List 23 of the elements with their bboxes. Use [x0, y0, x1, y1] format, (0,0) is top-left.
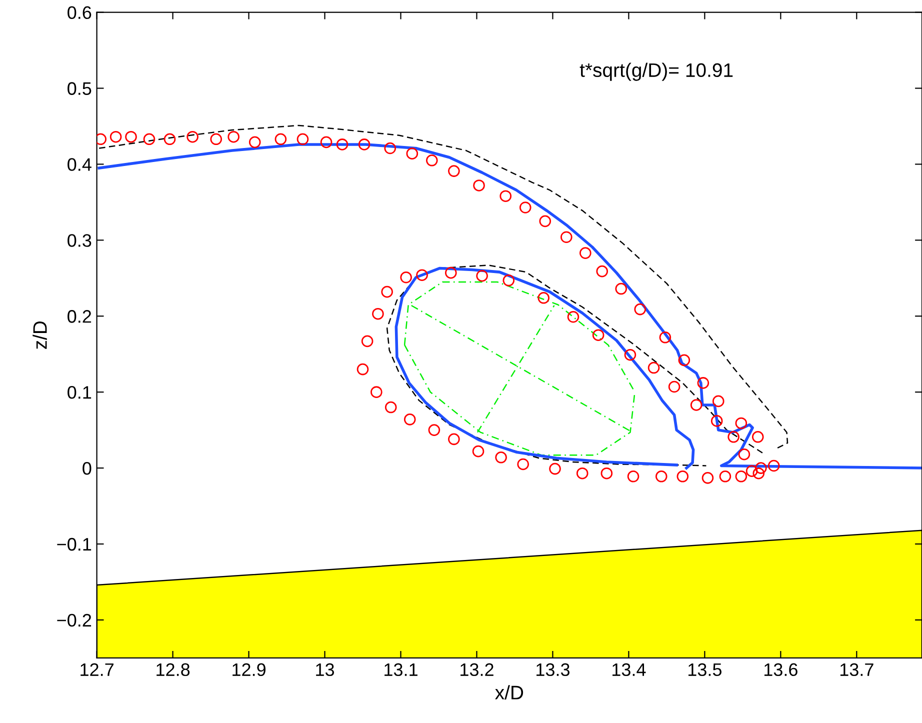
x-tick-label: 13.5	[688, 663, 722, 676]
y-tick-label: 0.6	[68, 6, 92, 20]
x-tick-label: 13.6	[764, 663, 798, 676]
x-tick-label: 13.4	[612, 663, 646, 676]
y-tick-label: 0.5	[68, 82, 92, 95]
y-tick-label: 0.2	[68, 310, 92, 323]
y-axis-title: z/D	[32, 321, 47, 349]
x-tick-label: 13.3	[536, 663, 570, 676]
x-tick-label: 12.9	[232, 663, 266, 676]
y-tick-label: −0.2	[57, 614, 92, 627]
annotation: t*sqrt(g/D)= 10.91	[580, 62, 733, 81]
x-tick-label: 12.8	[156, 663, 190, 676]
x-tick-label: 13.7	[840, 663, 874, 676]
x-tick-label: 13.1	[384, 663, 418, 676]
x-tick-label: 13	[316, 663, 334, 676]
y-tick-label: 0.1	[68, 386, 92, 399]
x-tick-label: 13.2	[460, 663, 494, 676]
x-tick-label: 12.7	[80, 663, 114, 676]
y-tick-label: −0.1	[57, 538, 92, 551]
y-tick-label: 0	[82, 462, 92, 475]
x-axis-title: x/D	[495, 685, 524, 700]
y-tick-label: 0.4	[68, 158, 92, 171]
y-tick-label: 0.3	[68, 234, 92, 247]
